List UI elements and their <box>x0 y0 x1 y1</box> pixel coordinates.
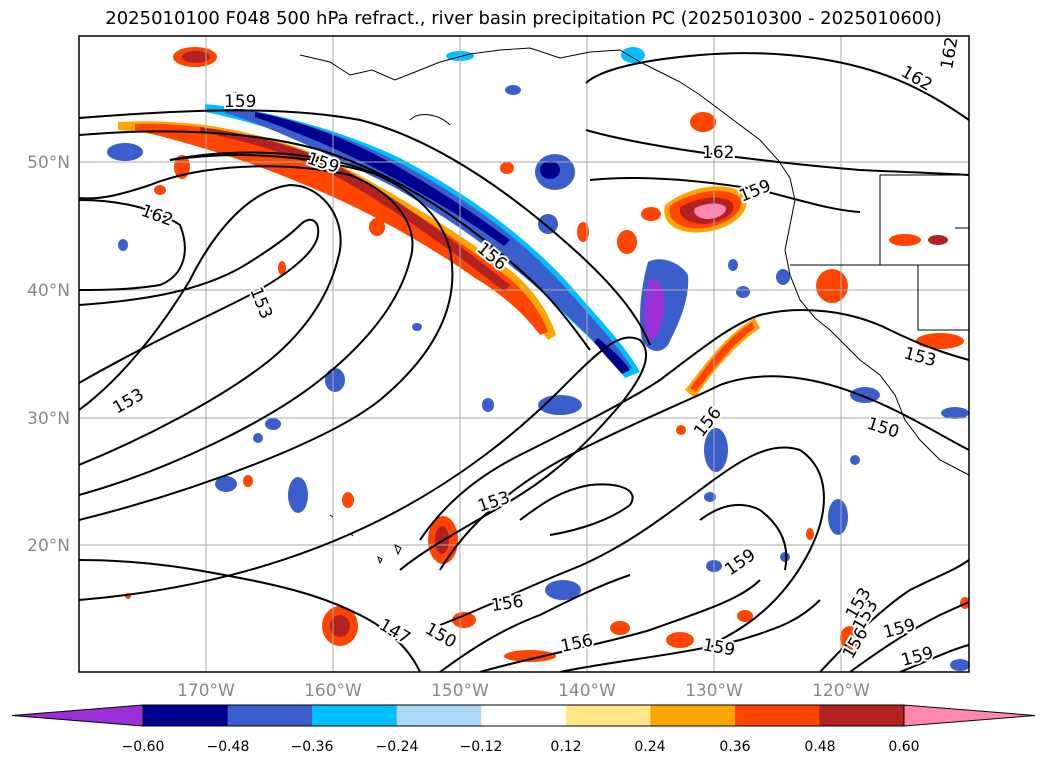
lon-label: 140°W <box>558 681 616 701</box>
colorbar-tick-label: 0.48 <box>804 739 835 755</box>
lon-label: 170°W <box>177 681 235 701</box>
lon-label: 120°W <box>812 681 870 701</box>
colorbar-tick-label: −0.12 <box>460 739 503 755</box>
map-frame <box>78 35 970 673</box>
colorbar-frame <box>142 704 905 727</box>
contour-label: 162 <box>702 143 734 163</box>
coastlines <box>234 47 969 565</box>
colorbar-swatch <box>734 705 820 726</box>
colorbar-tick-label: −0.48 <box>207 739 250 755</box>
colorbar-swatch <box>819 705 905 726</box>
longitude-labels: 170°W 160°W 150°W 140°W 130°W 120°W <box>177 681 870 701</box>
map-title: 2025010100 F048 500 hPa refract., river … <box>105 8 942 29</box>
lon-label: 160°W <box>304 681 362 701</box>
colorbar-swatch <box>481 705 567 726</box>
colorbar-extend-low <box>11 704 144 727</box>
lat-label: 50°N <box>27 153 70 173</box>
colorbar-swatch <box>312 705 398 726</box>
colorbar-extend-high <box>903 704 1036 727</box>
lon-label: 150°W <box>431 681 489 701</box>
colorbar-tick-label: −0.36 <box>291 739 334 755</box>
colorbar <box>11 704 1036 727</box>
colorbar-tick-label: 0.60 <box>888 739 919 755</box>
map-plot: 159 159 162 162 156 153 153 162 159 153 … <box>79 36 969 672</box>
colorbar-swatch <box>650 705 736 726</box>
refractivity-contours <box>79 52 969 672</box>
colorbar-swatch <box>565 705 651 726</box>
colorbar-ticks: −0.60 −0.48 −0.36 −0.24 −0.12 0.12 0.24 … <box>122 739 920 755</box>
lat-label: 30°N <box>27 409 70 429</box>
colorbar-tick-label: 0.24 <box>634 739 665 755</box>
latitude-labels: 50°N 40°N 30°N 20°N <box>27 153 70 556</box>
colorbar-tick-label: −0.24 <box>376 739 419 755</box>
colorbar-tick-label: −0.60 <box>122 739 165 755</box>
contour-label: 159 <box>224 92 256 112</box>
lon-label: 130°W <box>685 681 743 701</box>
colorbar-tick-label: 0.36 <box>719 739 750 755</box>
lat-label: 40°N <box>27 281 70 301</box>
contour-label: 156 <box>490 592 525 616</box>
colorbar-tick-label: 0.12 <box>550 739 581 755</box>
colorbar-swatch <box>396 705 482 726</box>
colorbar-swatch <box>227 705 313 726</box>
graticule <box>79 36 969 672</box>
lat-label: 20°N <box>27 536 70 556</box>
colorbar-swatch <box>143 705 229 726</box>
